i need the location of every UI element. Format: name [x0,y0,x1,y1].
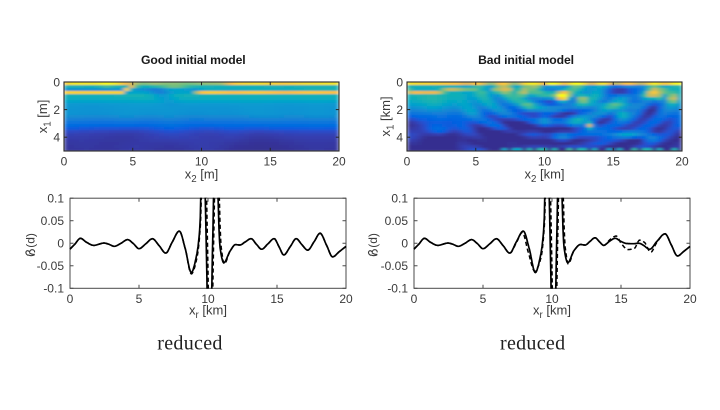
svg-text:xr [km]: xr [km] [189,302,227,321]
svg-text:0: 0 [53,75,60,89]
svg-text:2: 2 [396,103,403,117]
svg-text:0: 0 [411,292,418,306]
svg-text:0: 0 [57,237,64,251]
svg-text:15: 15 [607,155,621,169]
svg-text:-0.05: -0.05 [381,259,409,273]
svg-text:reduced: reduced [500,333,565,355]
svg-text:0.1: 0.1 [47,192,64,206]
svg-text:0: 0 [401,237,408,251]
svg-text:-0.05: -0.05 [37,259,65,273]
svg-text:0: 0 [67,292,74,306]
svg-text:5: 5 [129,155,136,169]
svg-text:4: 4 [396,131,403,145]
svg-text:0.05: 0.05 [41,214,65,228]
svg-text:15: 15 [270,292,284,306]
svg-text:4: 4 [53,131,60,145]
svg-text:5: 5 [480,292,487,306]
svg-text:0: 0 [61,155,68,169]
svg-text:10: 10 [195,155,209,169]
svg-text:15: 15 [614,292,628,306]
svg-text:reduced: reduced [157,333,222,355]
svg-text:(d): (d) [23,233,37,248]
svg-text:10: 10 [545,292,559,306]
svg-text:2: 2 [53,103,60,117]
svg-text:15: 15 [264,155,278,169]
svg-text:0.1: 0.1 [391,192,408,206]
svg-text:0: 0 [404,155,411,169]
svg-text:20: 20 [332,155,346,169]
svg-text:Bad initial model: Bad initial model [478,53,574,67]
svg-text:Good initial model: Good initial model [141,53,246,67]
svg-text:10: 10 [538,155,552,169]
svg-text:10: 10 [201,292,215,306]
svg-text:0.05: 0.05 [385,214,409,228]
svg-text:-0.1: -0.1 [43,282,64,296]
svg-text:-0.1: -0.1 [387,282,408,296]
svg-text:20: 20 [675,155,689,169]
svg-text:(d): (d) [366,233,380,248]
svg-text:0: 0 [396,75,403,89]
svg-text:5: 5 [136,292,143,306]
svg-text:20: 20 [683,292,697,306]
svg-text:x1 [km]: x1 [km] [378,96,397,136]
svg-text:xr [km]: xr [km] [533,302,571,321]
svg-text:20: 20 [339,292,353,306]
svg-text:5: 5 [472,155,479,169]
